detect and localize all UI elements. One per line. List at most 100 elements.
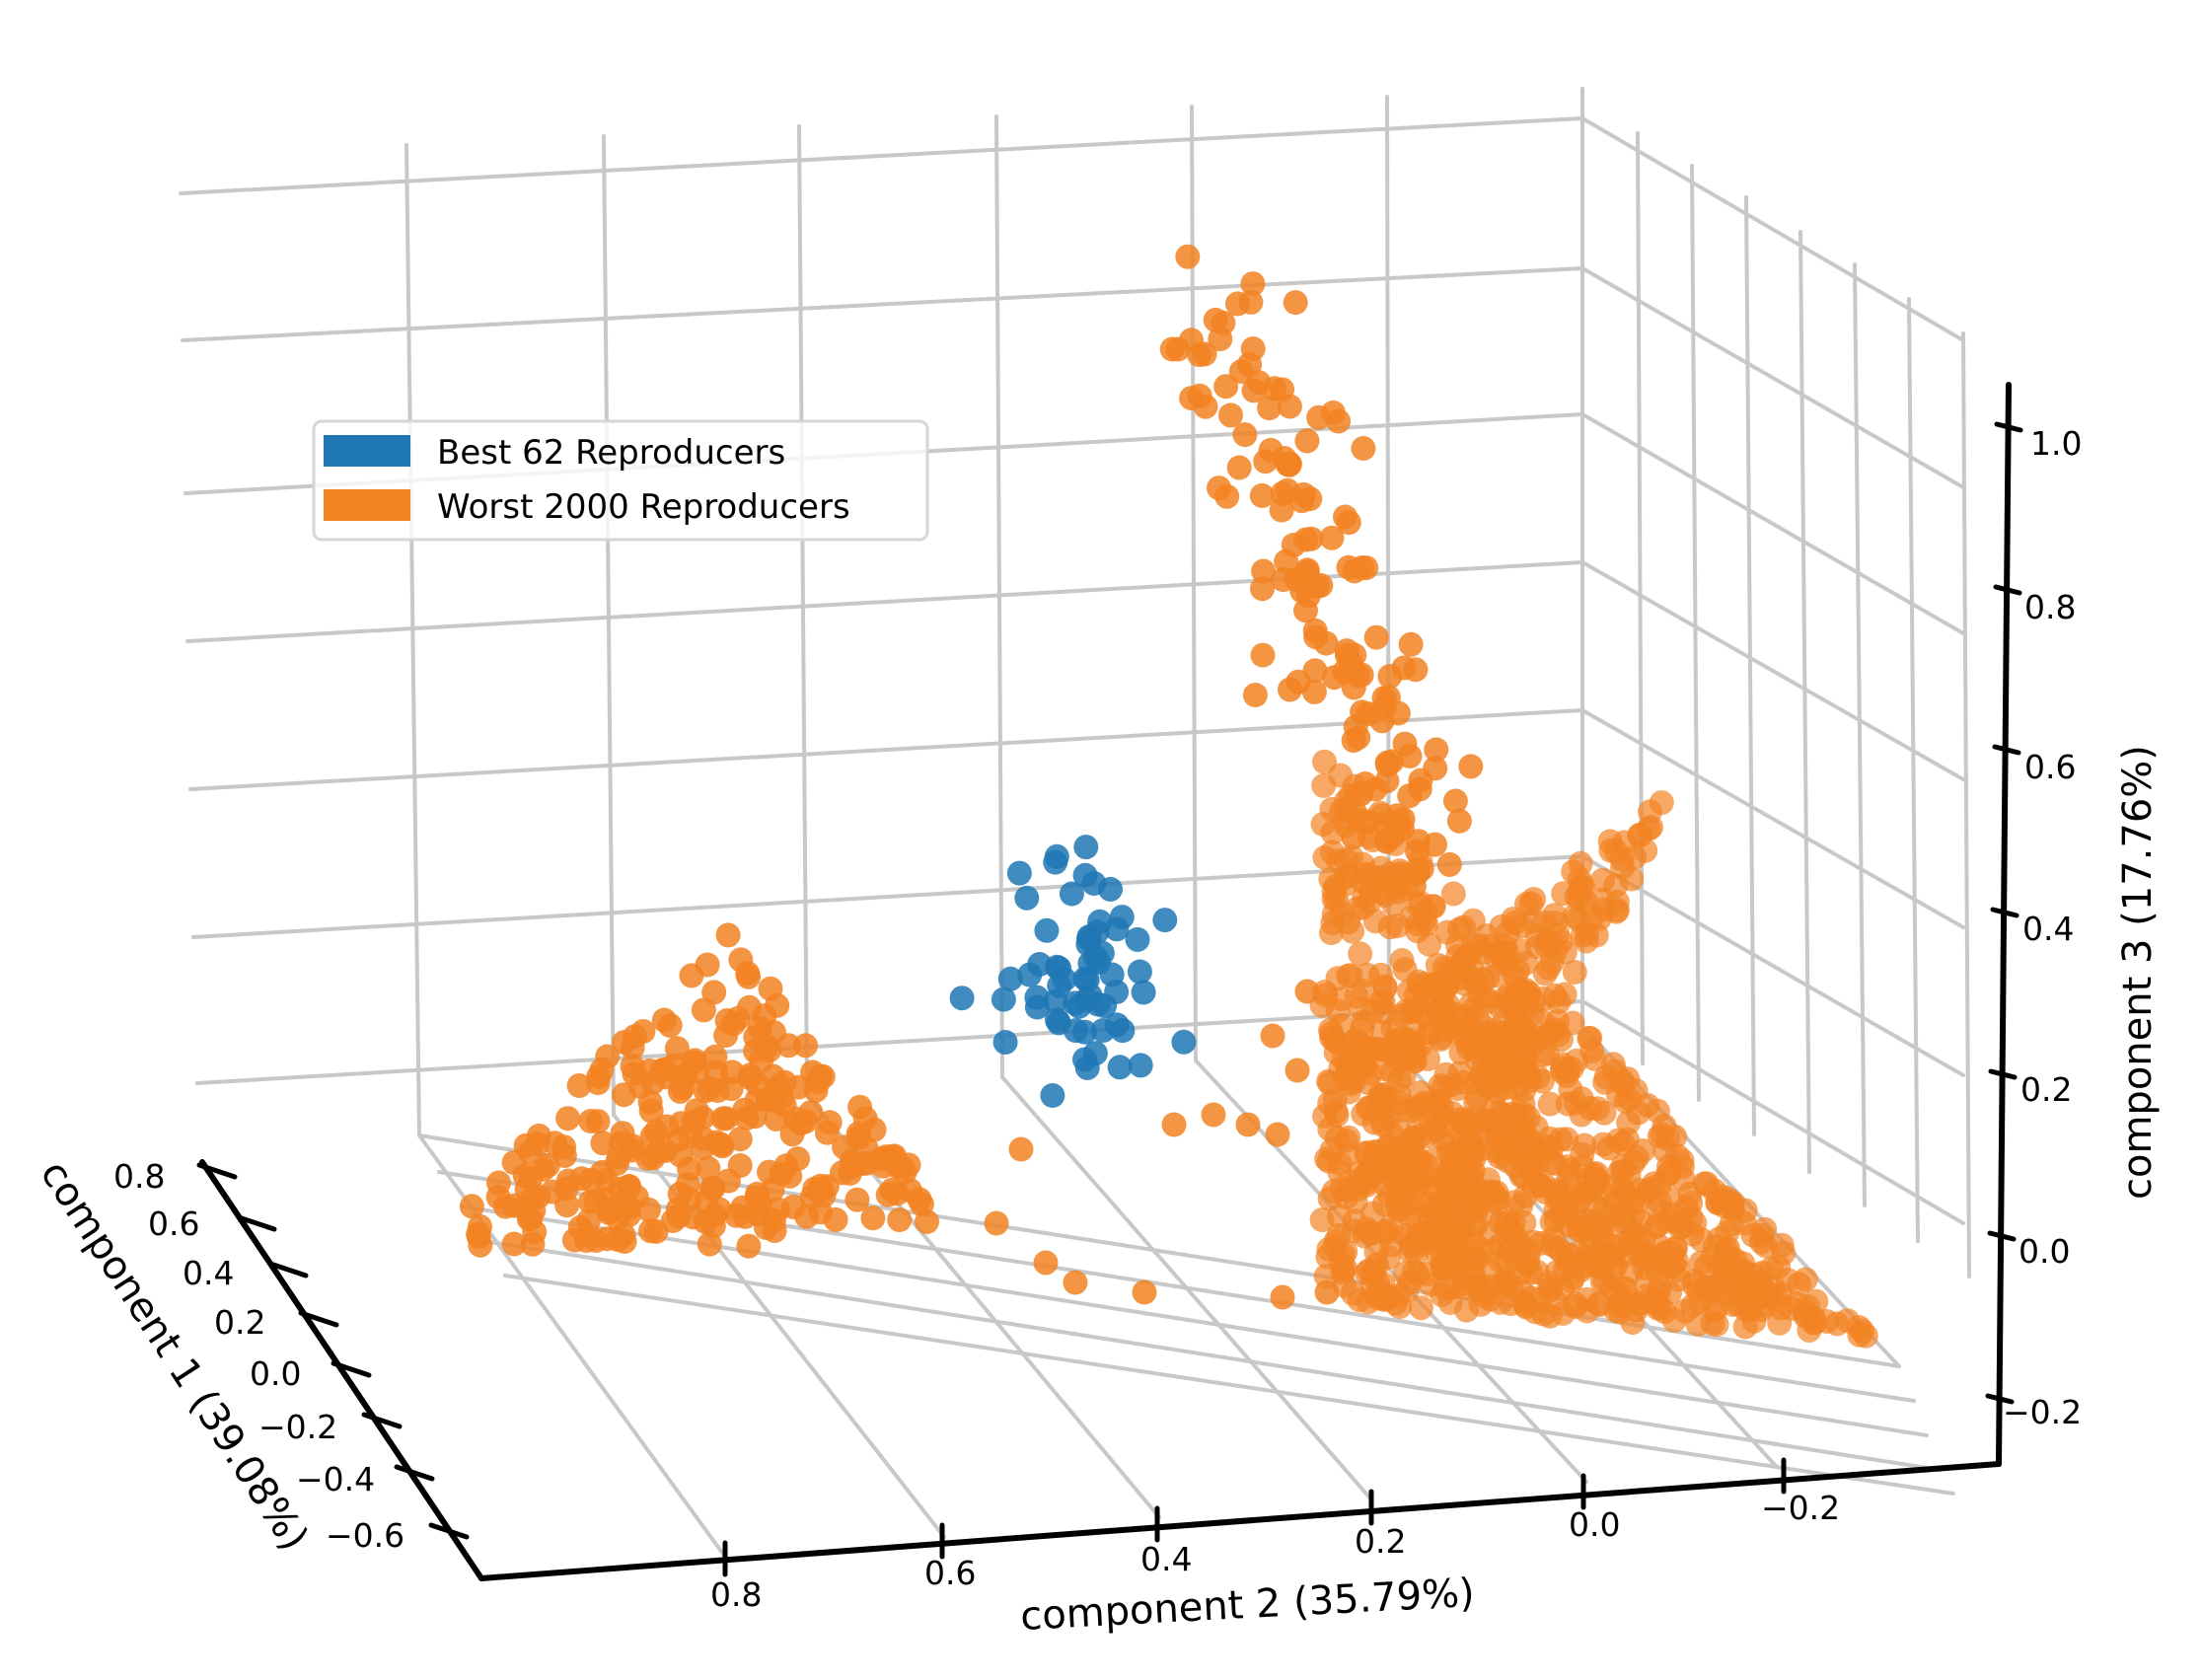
worst-point <box>1314 1279 1340 1305</box>
worst-point <box>1689 1227 1715 1253</box>
worst-point <box>1521 887 1547 912</box>
worst-point <box>1392 957 1418 983</box>
worst-point <box>1403 657 1429 683</box>
worst-point <box>1350 1016 1375 1042</box>
worst-point <box>799 1185 825 1209</box>
worst-point <box>702 1044 728 1069</box>
worst-point <box>1387 1198 1412 1223</box>
grid-line <box>404 143 421 1137</box>
worst-point <box>1752 1216 1778 1242</box>
worst-point <box>518 1165 544 1191</box>
best-point <box>1034 917 1060 943</box>
best-point <box>1014 885 1040 911</box>
worst-point <box>915 1208 939 1234</box>
worst-point <box>1240 336 1266 362</box>
z-tick-mark <box>1993 584 2022 596</box>
worst-point <box>1363 624 1389 650</box>
worst-point <box>1628 822 1652 847</box>
worst-point <box>459 1194 484 1219</box>
worst-point <box>1513 1019 1539 1045</box>
worst-point <box>576 1208 601 1234</box>
worst-point <box>1452 1201 1478 1226</box>
worst-point <box>1444 1255 1470 1279</box>
worst-point <box>1396 1029 1422 1055</box>
worst-point <box>638 1218 663 1244</box>
worst-point <box>1662 1236 1688 1262</box>
worst-point <box>1281 533 1306 557</box>
worst-point <box>1515 1249 1541 1275</box>
worst-point <box>1270 1284 1295 1310</box>
best-point <box>1131 980 1156 1005</box>
worst-point <box>1375 1284 1401 1310</box>
worst-point <box>1332 1255 1358 1280</box>
worst-point <box>1425 1216 1450 1241</box>
worst-point <box>1335 643 1359 668</box>
x-tick-label: −0.2 <box>1761 1489 1840 1527</box>
worst-point <box>1393 1161 1419 1187</box>
legend: Best 62 Reproducers Worst 2000 Reproduce… <box>312 419 929 542</box>
worst-point <box>896 1152 921 1178</box>
worst-point <box>1662 1124 1688 1149</box>
z-tick-mark <box>1988 1068 2018 1080</box>
worst-point <box>1201 1102 1226 1128</box>
worst-point <box>1425 972 1450 996</box>
worst-point <box>1652 1299 1677 1324</box>
legend-frame <box>312 419 929 542</box>
y-tick-label: −0.4 <box>296 1460 375 1498</box>
z-tick-mark <box>1992 744 2021 756</box>
worst-point <box>1265 1122 1290 1147</box>
worst-point <box>1435 1183 1461 1208</box>
worst-point <box>1270 480 1295 506</box>
grid-line <box>179 116 1584 195</box>
worst-point <box>1358 1220 1384 1246</box>
worst-point <box>1379 749 1405 774</box>
worst-point <box>1159 336 1185 362</box>
worst-point <box>1568 1218 1593 1244</box>
best-point <box>997 966 1023 991</box>
worst-point <box>521 1198 547 1223</box>
worst-point <box>1377 861 1403 887</box>
best-point <box>1043 988 1068 1014</box>
worst-point <box>844 1187 870 1212</box>
y-tick-mark <box>361 1412 403 1429</box>
worst-point <box>853 1150 879 1176</box>
worst-point <box>1328 763 1354 788</box>
worst-point <box>708 1132 734 1157</box>
worst-point <box>1847 1322 1872 1348</box>
worst-point <box>1179 328 1204 353</box>
grid-line <box>1907 297 1920 1243</box>
worst-point <box>1309 1207 1335 1233</box>
z-tick-labels: 1.0 0.8 0.6 0.4 0.2 0.0 −0.2 <box>2003 424 2082 1431</box>
worst-point <box>1581 1046 1607 1071</box>
worst-point <box>1232 422 1258 448</box>
legend-swatch-worst <box>324 489 410 521</box>
worst-point <box>1409 1295 1433 1321</box>
worst-point <box>1621 1219 1647 1245</box>
x-tick-label: 0.2 <box>1355 1522 1406 1561</box>
worst-point <box>1283 290 1308 316</box>
worst-point <box>1619 866 1645 892</box>
worst-point <box>715 922 741 948</box>
worst-point <box>1257 396 1283 421</box>
worst-point <box>1505 1111 1531 1136</box>
worst-point <box>635 1145 661 1171</box>
worst-point <box>654 1114 680 1139</box>
legend-label-best: Best 62 Reproducers <box>437 433 785 473</box>
best-point <box>1006 860 1032 886</box>
worst-point <box>637 1089 663 1115</box>
worst-point <box>1645 1098 1670 1124</box>
best-point <box>1043 849 1068 875</box>
worst-point <box>832 1134 857 1160</box>
grid-line <box>1580 708 1965 929</box>
worst-point <box>1211 310 1236 335</box>
worst-point <box>1779 1295 1804 1321</box>
grid-line <box>1961 331 1971 1278</box>
worst-point <box>1702 1178 1727 1204</box>
worst-point <box>734 1105 760 1131</box>
worst-point <box>1610 1177 1636 1202</box>
worst-point <box>1630 1138 1655 1163</box>
worst-point <box>1430 1281 1455 1307</box>
worst-point <box>1574 928 1599 954</box>
worst-point <box>1719 1257 1744 1282</box>
